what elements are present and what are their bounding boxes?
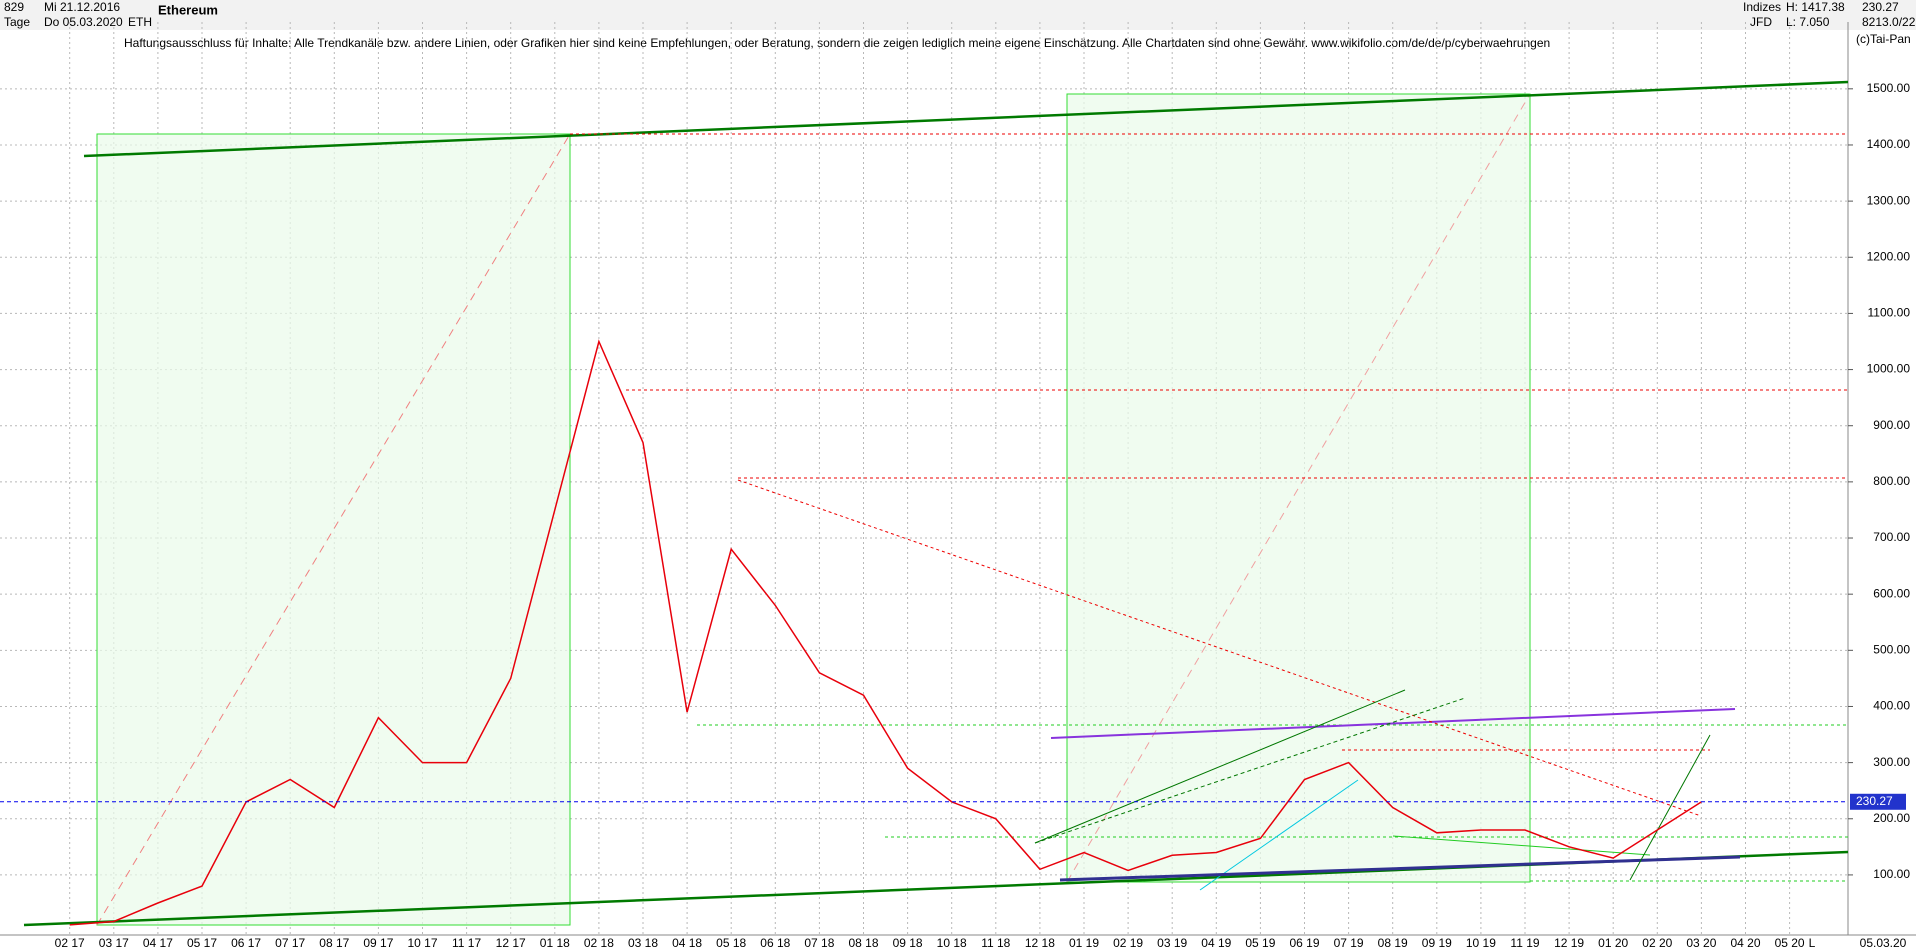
trend-line (1034, 689, 1406, 844)
x-tick-label: 12 19 (1554, 936, 1584, 950)
trend-line (1199, 779, 1359, 891)
trend-line (1392, 835, 1651, 856)
x-tick-label: 08 18 (848, 936, 878, 950)
x-tick-label: 07 19 (1334, 936, 1364, 950)
x-tick-label: 01 19 (1069, 936, 1099, 950)
x-tick-label: 05 17 (187, 936, 217, 950)
y-tick-label: 1100.00 (1868, 306, 1911, 320)
axis-mode[interactable]: L (1809, 936, 1816, 950)
last: 230.27 (1862, 0, 1899, 14)
x-tick-label: 03 17 (99, 936, 129, 950)
info: 8213.0/22 (1862, 15, 1916, 29)
x-tick-label: 02 19 (1113, 936, 1143, 950)
y-tick-label: 100.00 (1873, 867, 1910, 881)
symbol: ETH (128, 15, 152, 29)
y-tick-label: 1300.00 (1867, 193, 1911, 207)
green-box (96, 133, 571, 926)
y-tick-label: 200.00 (1873, 811, 1910, 825)
broker: JFD (1750, 15, 1772, 29)
trend-line (83, 80, 1849, 158)
y-tick-label: 800.00 (1873, 474, 1910, 488)
x-tick-label: 02 18 (584, 936, 614, 950)
price-line (69, 339, 1702, 926)
x-tick-label: 02 20 (1642, 936, 1672, 950)
y-tick-label: 700.00 (1873, 530, 1910, 544)
period[interactable]: Tage (4, 15, 30, 29)
low: L: 7.050 (1786, 15, 1830, 29)
y-tick-label: 300.00 (1873, 755, 1910, 769)
y-tick-label: 1500.00 (1867, 81, 1911, 95)
x-tick-label: 12 17 (496, 936, 526, 950)
x-tick-label: 05 20 (1775, 936, 1805, 950)
y-tick-label: 1200.00 (1867, 249, 1911, 263)
y-tick-label: 1000.00 (1867, 362, 1911, 376)
x-tick-label: 03 19 (1157, 936, 1187, 950)
plot (0, 339, 1848, 926)
x-tick-label: 09 18 (893, 936, 923, 950)
x-tick-label: 11 19 (1510, 936, 1539, 950)
group: Indizes (1743, 0, 1781, 14)
trend-line (1629, 734, 1711, 881)
x-tick-label: 09 19 (1422, 936, 1452, 950)
x-tick-label: 10 18 (937, 936, 967, 950)
copyright: (c)Tai-Pan (1856, 32, 1911, 46)
y-tick-label: 900.00 (1873, 418, 1910, 432)
last-price-box (1850, 793, 1906, 810)
y-tick-label: 400.00 (1873, 699, 1910, 713)
trend-line (1034, 697, 1466, 844)
diagonal (1066, 93, 1531, 883)
count[interactable]: 829 (4, 0, 24, 14)
x-tick-label: 06 17 (231, 936, 261, 950)
x-tick-label: 10 17 (407, 936, 437, 950)
y-tick-label: 500.00 (1873, 642, 1910, 656)
x-tick-label: 12 18 (1025, 936, 1055, 950)
x-tick-label: 10 19 (1466, 936, 1496, 950)
x-tick-label: 04 18 (672, 936, 702, 950)
x-tick-label: 11 18 (981, 936, 1010, 950)
x-tick-label: 06 18 (760, 936, 790, 950)
end-date[interactable]: Do 05.03.2020 (44, 15, 123, 29)
x-tick-label: 05 18 (716, 936, 746, 950)
x-tick-label: 09 17 (363, 936, 393, 950)
x-tick-label: 02 17 (55, 936, 85, 950)
x-tick-label: 05 19 (1245, 936, 1275, 950)
x-tick-label: 04 17 (143, 936, 173, 950)
x-tick-label: 04 19 (1201, 936, 1231, 950)
trend-line (1059, 855, 1741, 882)
start-date[interactable]: Mi 21.12.2016 (44, 0, 120, 14)
x-tick-label: 03 20 (1686, 936, 1716, 950)
trend-line (737, 479, 1702, 817)
y-tick-label: 1400.00 (1867, 137, 1911, 151)
x-tick-label: 08 17 (319, 936, 349, 950)
date-label: 05.03.20 (1860, 936, 1907, 950)
x-tick-label: 03 18 (628, 936, 658, 950)
disclaimer: Haftungsausschluss für Inhalte: Alle Tre… (124, 36, 1550, 50)
x-tick-label: 01 20 (1598, 936, 1628, 950)
x-tick-label: 07 17 (275, 936, 305, 950)
x-tick-label: 01 18 (540, 936, 570, 950)
y-tick-label: 600.00 (1873, 586, 1910, 600)
x-tick-label: 06 19 (1289, 936, 1319, 950)
x-tick-label: 04 20 (1730, 936, 1760, 950)
x-tick-label: 11 17 (452, 936, 481, 950)
high: H: 1417.38 (1786, 0, 1845, 14)
last-price-label: 230.27 (1856, 794, 1893, 808)
drawings (23, 80, 1849, 927)
header-bar (0, 0, 1916, 30)
x-tick-label: 08 19 (1378, 936, 1408, 950)
instrument-name: Ethereum (158, 2, 218, 17)
x-tick-label: 07 18 (804, 936, 834, 950)
trend-line (1050, 708, 1736, 739)
